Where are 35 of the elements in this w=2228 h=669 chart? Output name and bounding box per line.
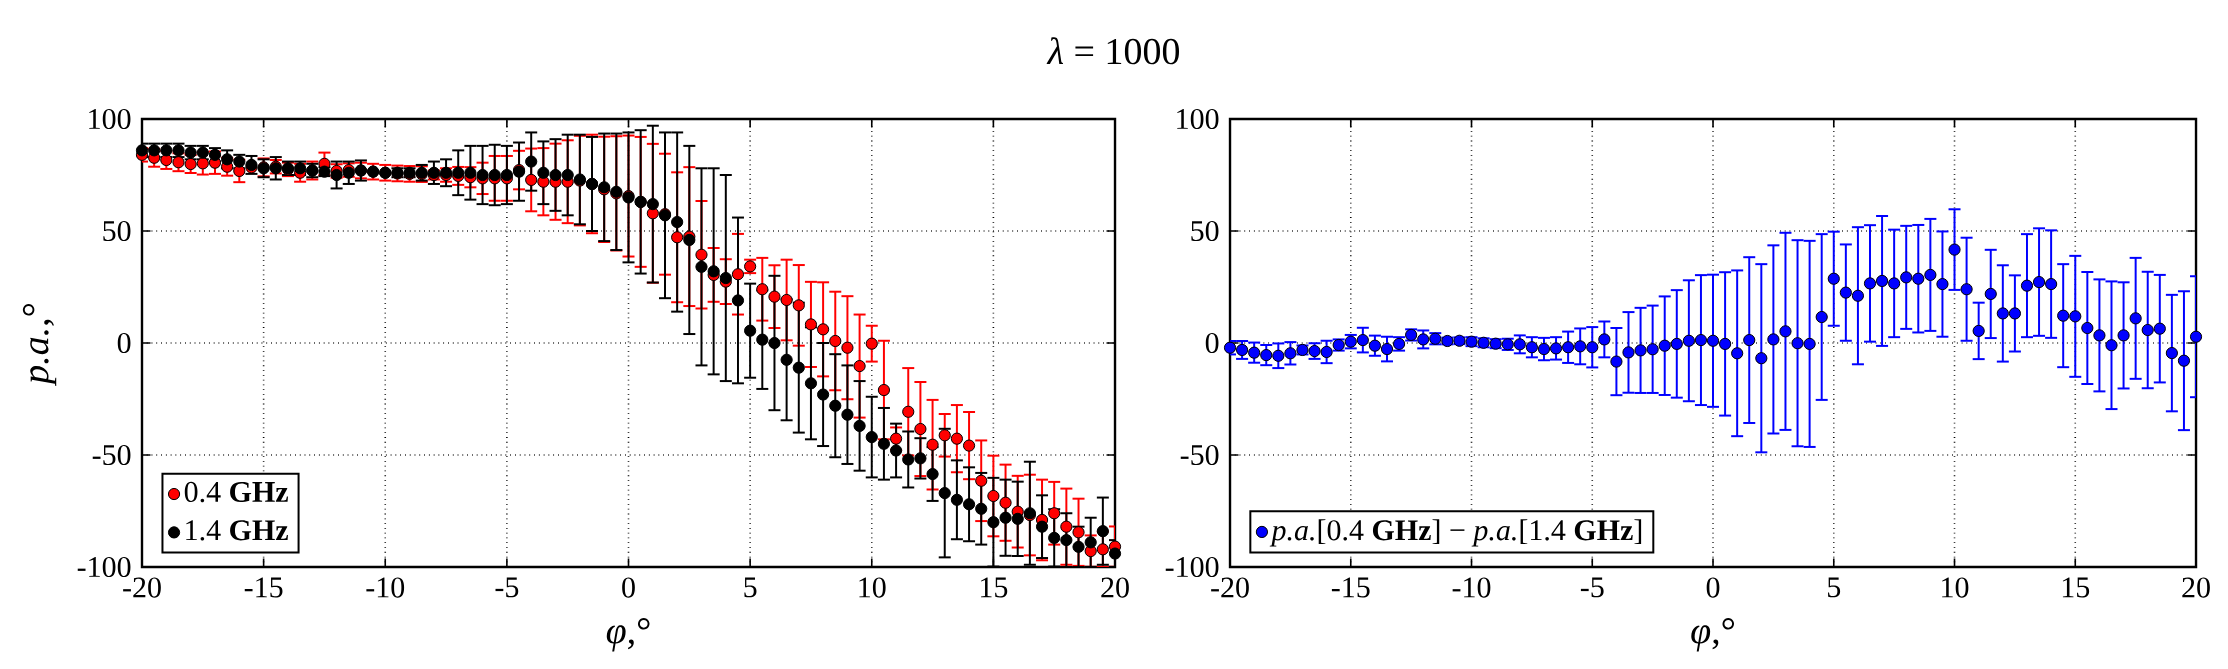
x-tick-label: -10 [1452,577,1491,598]
x-tick-label: 10 [1942,577,1969,598]
x-tick-label: 0 [1706,577,1720,598]
x-tick-label: -15 [244,577,283,598]
y-tick-label: 100 [89,108,131,130]
x-tick-label: 20 [2182,577,2210,598]
x-tick-label: 0 [622,577,635,598]
y-tick-label: 100 [1177,108,1219,130]
x-tick-label: 5 [1828,577,1841,598]
x-tick-label: -5 [1580,577,1604,598]
x-tick-label: -15 [1331,577,1370,598]
x-tick-label: 5 [744,577,757,598]
y-tick-label: -100 [1165,556,1219,578]
x-axis-title: φ,° [606,618,650,652]
y-tick-label: -100 [77,556,131,578]
y-axis-title: p.a.,° [22,304,57,387]
x-tick-label: 15 [2062,577,2090,598]
x-tick-label: -20 [1211,577,1249,598]
x-tick-label: -5 [495,577,519,598]
y-tick-label: -50 [92,444,131,466]
x-tick-label: -10 [366,577,405,598]
y-tick-label: 50 [103,220,131,242]
legend-label: p.a.[0.4 GHz] − p.a.[1.4 GHz] [1269,519,1642,547]
y-tick-label: 0 [117,332,131,354]
chart-title: λ = 1000 [1046,37,1180,65]
y-tick-label: 50 [1191,220,1219,242]
x-axis-title: φ,° [1691,618,1735,652]
x-tick-label: -20 [123,577,161,598]
y-tick-label: -50 [1180,444,1219,466]
x-tick-label: 10 [859,577,886,598]
x-tick-label: 20 [1101,577,1129,598]
y-tick-label: 0 [1205,332,1219,354]
x-tick-label: 15 [981,577,1008,598]
legend-label: 1.4 GHz [186,520,288,541]
legend-label: 0.4 GHz [184,481,288,503]
